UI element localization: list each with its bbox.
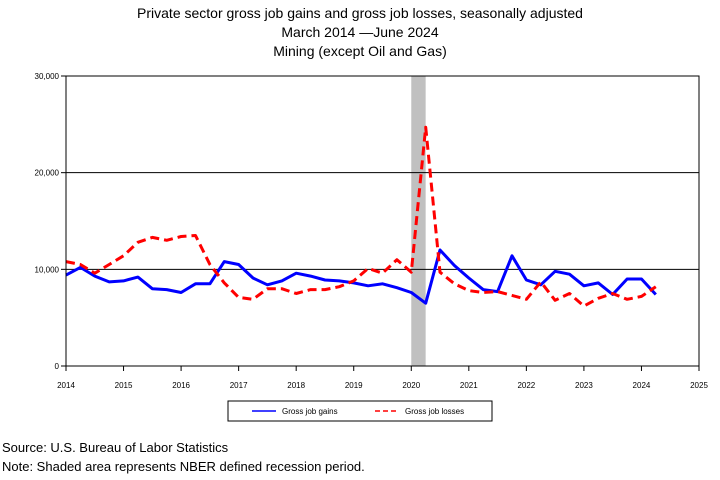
y-axis: 0 10,000 20,000 30,000 xyxy=(35,72,66,371)
y-tick-label: 10,000 xyxy=(35,265,60,274)
x-tick-label: 2025 xyxy=(690,381,708,390)
x-tick-label: 2016 xyxy=(172,381,190,390)
x-tick-label: 2024 xyxy=(633,381,651,390)
y-tick-label: 30,000 xyxy=(35,72,60,81)
x-axis: 2014 2015 2016 2017 2018 2019 2020 2021 2022 2023… xyxy=(57,366,708,390)
title-line-2: March 2014 —June 2024 xyxy=(281,24,438,40)
recession-band xyxy=(411,76,426,366)
legend-box xyxy=(227,400,493,422)
x-tick-label: 2022 xyxy=(517,381,535,390)
x-tick-label: 2015 xyxy=(115,381,133,390)
title-line-1: Private sector gross job gains and gross… xyxy=(137,5,583,21)
source-note: Source: U.S. Bureau of Labor Statistics xyxy=(2,440,229,455)
x-tick-label: 2017 xyxy=(230,381,248,390)
recession-note: Note: Shaded area represents NBER define… xyxy=(2,459,365,474)
title-line-3: Mining (except Oil and Gas) xyxy=(273,43,447,59)
chart-title: Private sector gross job gains and gross… xyxy=(137,5,583,59)
series-layer xyxy=(65,125,657,308)
legend-label: Gross job losses xyxy=(405,407,464,416)
series-line-gross-job-losses xyxy=(65,125,657,308)
x-tick-label: 2014 xyxy=(57,381,75,390)
plot-area xyxy=(65,75,700,367)
y-tick-label: 0 xyxy=(55,362,60,371)
y-tick-label: 20,000 xyxy=(35,169,60,178)
x-tick-label: 2021 xyxy=(460,381,478,390)
gridlines xyxy=(66,172,699,270)
recession-layer xyxy=(411,76,426,366)
x-tick-label: 2020 xyxy=(402,381,420,390)
x-tick-label: 2018 xyxy=(287,381,305,390)
x-tick-label: 2019 xyxy=(345,381,363,390)
legend-label: Gross job gains xyxy=(282,407,338,416)
plot-frame xyxy=(65,75,700,367)
series-line-gross-job-gains xyxy=(65,248,657,305)
legend: Gross job gains Gross job losses xyxy=(227,400,493,422)
x-tick-label: 2023 xyxy=(575,381,593,390)
